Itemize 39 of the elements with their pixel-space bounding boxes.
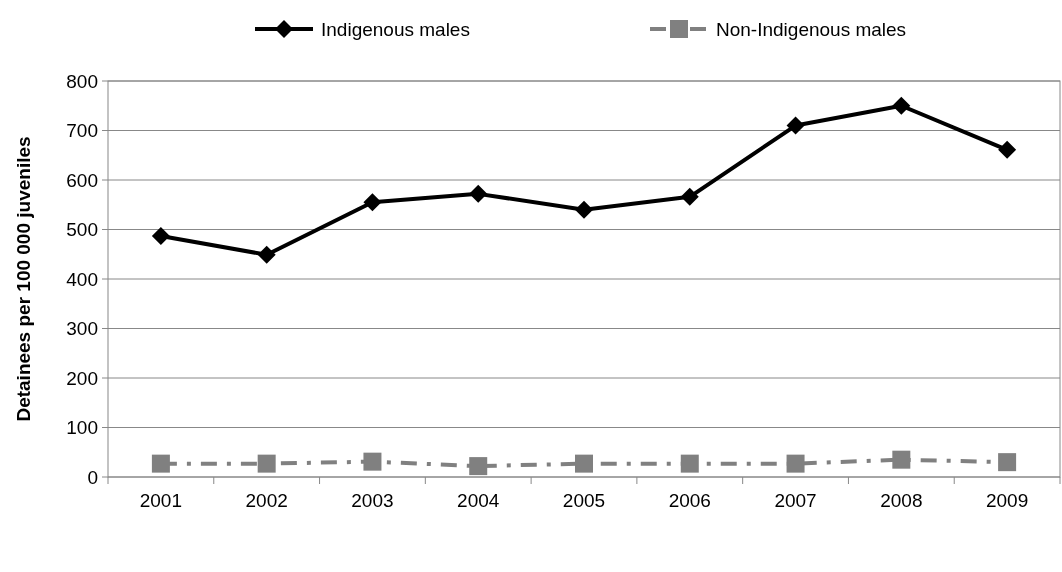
y-tick-label: 500: [66, 219, 98, 241]
point: [575, 454, 593, 473]
point: [151, 226, 170, 245]
y-tick-label: 800: [66, 70, 98, 92]
point: [575, 200, 593, 219]
x-tick-label: 2008: [880, 490, 923, 511]
point: [257, 245, 276, 264]
y-tick-label: 600: [66, 169, 98, 191]
y-tick-label: 0: [87, 466, 98, 488]
x-tick-label: 2005: [562, 490, 606, 511]
point: [892, 96, 911, 115]
x-tick-label: 2006: [668, 490, 711, 511]
x-tick-label: 2004: [457, 490, 500, 511]
point: [998, 140, 1017, 159]
x-tick-label: 2001: [139, 490, 183, 511]
legend-label: Indigenous males: [321, 18, 470, 40]
x-tick-label: 2003: [351, 490, 394, 511]
legend-label: Non-Indigenous males: [716, 18, 907, 40]
point: [363, 452, 382, 471]
y-axis-title: Detainees per 100 000 juveniles: [13, 136, 34, 422]
point: [257, 454, 276, 473]
point: [892, 450, 911, 469]
point: [363, 193, 382, 212]
point: [998, 453, 1017, 472]
point: [786, 454, 805, 473]
point: [151, 454, 170, 473]
point: [680, 187, 699, 206]
point: [680, 454, 699, 473]
y-tick-label: 300: [66, 318, 98, 340]
x-tick-label: 2007: [774, 490, 817, 511]
y-tick-label: 400: [66, 268, 98, 290]
y-tick-label: 200: [66, 367, 98, 389]
x-tick-label: 2009: [985, 490, 1029, 511]
point: [786, 116, 805, 135]
point: [469, 457, 488, 476]
point: [469, 184, 488, 203]
y-tick-label: 100: [66, 417, 98, 439]
x-tick-label: 2002: [245, 490, 288, 511]
y-tick-label: 700: [66, 120, 98, 142]
